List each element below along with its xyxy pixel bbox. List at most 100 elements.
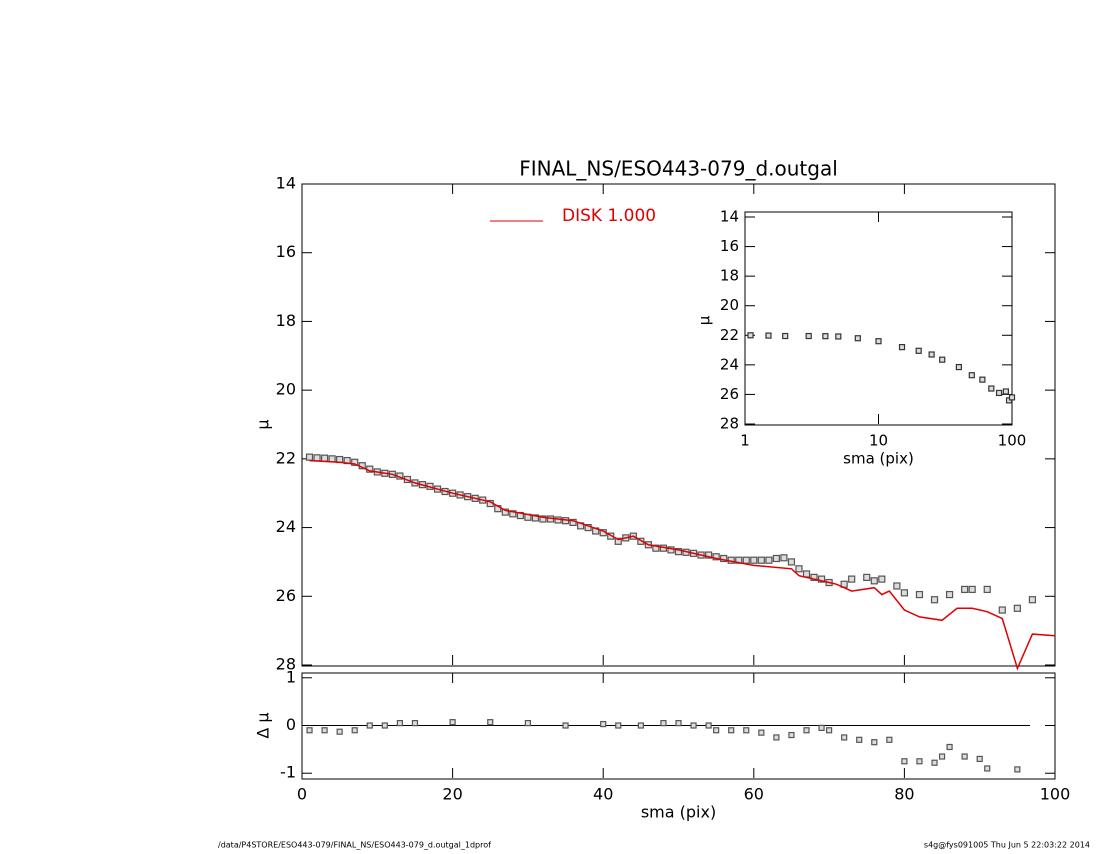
data-point bbox=[979, 376, 986, 383]
data-point bbox=[742, 556, 750, 564]
data-point bbox=[988, 385, 995, 392]
data-point bbox=[803, 727, 810, 734]
data-point bbox=[946, 743, 953, 751]
data-point bbox=[841, 734, 848, 741]
y-axis-label: μ bbox=[696, 315, 714, 325]
data-point bbox=[743, 727, 750, 734]
data-point bbox=[713, 727, 720, 734]
data-point bbox=[667, 546, 675, 554]
data-point bbox=[995, 389, 1003, 397]
y-tick-label: 16 bbox=[276, 242, 296, 261]
data-point bbox=[822, 333, 829, 340]
data-point bbox=[675, 720, 682, 727]
data-point bbox=[955, 363, 962, 371]
data-point bbox=[787, 558, 796, 566]
data-point bbox=[983, 585, 991, 594]
data-point bbox=[765, 332, 772, 339]
x-tick-label: 0 bbox=[297, 785, 307, 804]
data-point bbox=[870, 577, 878, 585]
data-point bbox=[1028, 596, 1037, 604]
data-point bbox=[898, 344, 906, 351]
data-point bbox=[690, 722, 697, 729]
data-point bbox=[750, 556, 758, 564]
x-axis-label: sma (pix) bbox=[641, 803, 716, 822]
data-point bbox=[328, 455, 336, 463]
y-tick-label: 20 bbox=[276, 380, 296, 399]
data-point bbox=[449, 719, 456, 726]
data-point bbox=[805, 332, 812, 340]
data-point bbox=[893, 582, 901, 590]
data-point bbox=[900, 589, 909, 597]
data-point bbox=[509, 510, 517, 518]
data-point bbox=[782, 332, 789, 340]
data-point bbox=[998, 606, 1006, 614]
data-point bbox=[938, 753, 946, 760]
data-point bbox=[976, 755, 983, 763]
data-point bbox=[396, 720, 403, 727]
data-point bbox=[1002, 388, 1009, 395]
data-point bbox=[1013, 604, 1021, 612]
data-point bbox=[928, 351, 935, 358]
data-point bbox=[856, 736, 863, 743]
y-tick-label: 26 bbox=[720, 385, 739, 403]
y-tick-label: 18 bbox=[276, 311, 296, 330]
data-point bbox=[939, 356, 946, 363]
data-point bbox=[968, 372, 975, 379]
y-tick-label: 28 bbox=[720, 415, 739, 433]
data-point bbox=[780, 554, 788, 562]
data-point bbox=[802, 570, 811, 578]
data-point bbox=[306, 727, 313, 734]
footer-left: /data/P4STORE/ESO443-079/FINAL_NS/ESO443… bbox=[218, 841, 491, 850]
data-point bbox=[984, 765, 991, 772]
data-point bbox=[945, 590, 954, 599]
y-tick-label: 14 bbox=[720, 208, 739, 226]
y-tick-label: 22 bbox=[276, 448, 296, 467]
data-point bbox=[886, 736, 893, 743]
data-point bbox=[705, 551, 713, 559]
data-point bbox=[878, 575, 886, 583]
data-point bbox=[961, 753, 968, 760]
model-line bbox=[309, 459, 1056, 671]
data-point bbox=[554, 516, 562, 524]
plot-frame bbox=[301, 183, 1056, 667]
data-point bbox=[539, 515, 547, 523]
data-point bbox=[660, 720, 667, 727]
data-point bbox=[674, 548, 683, 556]
data-point bbox=[600, 720, 607, 728]
data-point bbox=[931, 759, 938, 766]
data-point bbox=[351, 458, 359, 466]
chart-title: FINAL_NS/ESO443-079_d.outgal bbox=[519, 157, 838, 181]
data-point bbox=[501, 508, 509, 516]
data-point bbox=[747, 332, 754, 339]
x-tick-label: 20 bbox=[442, 785, 462, 804]
y-tick-label: 24 bbox=[276, 517, 296, 536]
data-point bbox=[773, 734, 780, 741]
data-point bbox=[795, 565, 803, 573]
y-tick-label: 16 bbox=[720, 237, 739, 255]
data-point bbox=[863, 573, 871, 581]
footer-right: s4g@fys091005 Thu Jun 5 22:03:22 2014 bbox=[924, 841, 1090, 850]
x-tick-label: 80 bbox=[894, 785, 914, 804]
data-point bbox=[524, 720, 532, 727]
y-tick-label: 28 bbox=[276, 655, 296, 674]
y-tick-label: 22 bbox=[720, 326, 739, 344]
x-tick-label: 60 bbox=[744, 785, 764, 804]
data-point bbox=[772, 554, 780, 563]
data-point bbox=[757, 556, 765, 564]
data-point bbox=[720, 554, 728, 563]
inset-background bbox=[745, 212, 1012, 425]
x-axis-label: sma (pix) bbox=[843, 450, 914, 468]
data-point bbox=[705, 722, 712, 729]
data-point bbox=[336, 728, 343, 735]
y-axis-label: Δ μ bbox=[254, 712, 273, 738]
data-point bbox=[351, 727, 358, 734]
data-point bbox=[875, 338, 882, 345]
y-tick-label: -1 bbox=[280, 763, 296, 782]
data-point bbox=[848, 575, 856, 583]
data-point bbox=[487, 719, 494, 726]
data-point bbox=[728, 727, 735, 734]
data-point bbox=[930, 596, 939, 604]
data-point bbox=[915, 590, 924, 599]
x-tick-label: 100 bbox=[998, 432, 1027, 450]
